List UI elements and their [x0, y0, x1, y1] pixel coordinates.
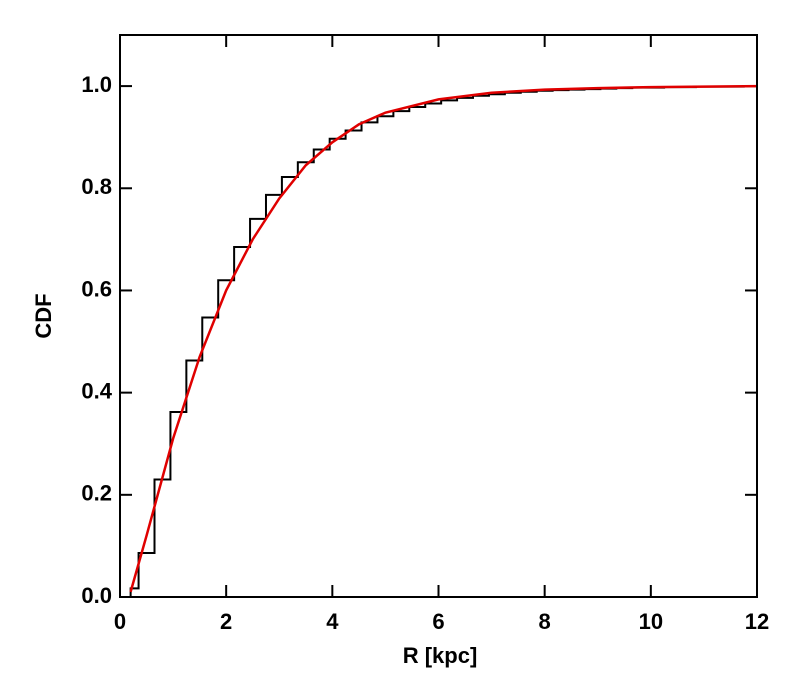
y-tick-label: 0.8	[81, 174, 112, 199]
x-tick-label: 6	[432, 609, 444, 634]
x-tick-label: 2	[220, 609, 232, 634]
x-tick-label: 10	[639, 609, 663, 634]
x-tick-label: 8	[539, 609, 551, 634]
plot-frame	[119, 34, 758, 598]
y-tick-label: 0.4	[81, 378, 112, 403]
model-curve	[129, 84, 758, 593]
y-tick-label: 0.2	[81, 481, 112, 506]
cdf-step	[129, 85, 757, 597]
y-tick-label: 1.0	[81, 72, 112, 97]
x-tick-label: 0	[114, 609, 126, 634]
y-axis-label: CDF	[31, 293, 56, 338]
x-tick-label: 4	[326, 609, 339, 634]
x-tick-label: 12	[745, 609, 769, 634]
y-tick-label: 0.0	[81, 583, 112, 608]
x-axis-label: R [kpc]	[403, 643, 478, 668]
y-tick-label: 0.6	[81, 276, 112, 301]
